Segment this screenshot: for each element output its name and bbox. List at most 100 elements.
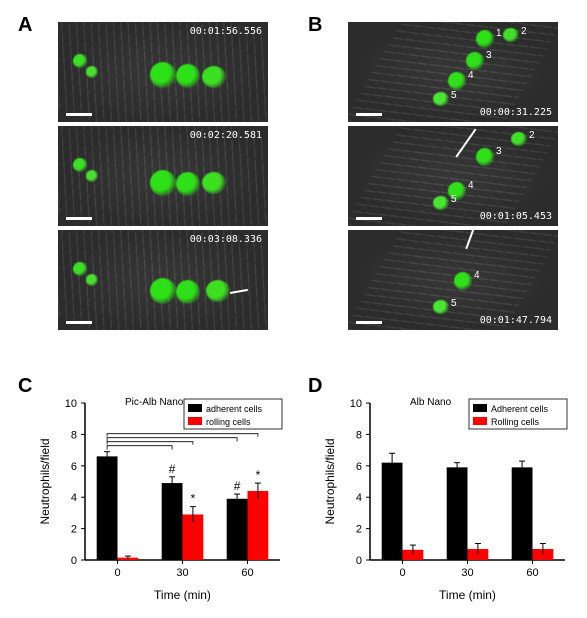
fluorescent-cell	[476, 30, 494, 48]
y-axis-label: Neutrophils/field	[38, 438, 52, 524]
scalebar	[66, 113, 92, 116]
legend-swatch	[473, 404, 487, 412]
fluorescent-cell	[150, 278, 176, 304]
legend-swatch	[188, 417, 202, 425]
sig-marker: #	[234, 479, 241, 493]
y-tick-label: 0	[356, 555, 362, 567]
panel-label-c: C	[18, 375, 32, 398]
fluorescent-cell	[176, 280, 200, 304]
y-tick-label: 10	[65, 398, 77, 410]
fluorescent-cell	[73, 158, 87, 172]
timestamp-label: 00:02:20.581	[190, 130, 262, 141]
y-tick-label: 2	[71, 524, 77, 536]
micrograph-frame: 00:03:08.336	[58, 230, 268, 330]
y-tick-label: 8	[71, 429, 77, 441]
timestamp-label: 00:03:08.336	[190, 234, 262, 245]
y-tick-label: 0	[71, 555, 77, 567]
timestamp-label: 00:01:56.556	[190, 26, 262, 37]
micrograph-column-b: 00:00:31.22512345 00:01:05.4532345 00:01…	[348, 22, 558, 330]
micrograph-frame: 00:01:47.79445	[348, 230, 558, 330]
x-axis-label: Time (min)	[439, 588, 496, 602]
bar	[227, 499, 248, 560]
fluorescent-cell	[176, 64, 200, 88]
fluorescent-cell	[176, 172, 200, 196]
bar	[512, 467, 533, 560]
scalebar	[356, 321, 382, 324]
y-tick-label: 8	[356, 429, 362, 441]
chart-title: Pic-Alb Nano	[125, 397, 184, 408]
cell-number-label: 5	[451, 90, 457, 101]
scalebar	[356, 217, 382, 220]
bar	[97, 456, 118, 560]
fluorescent-cell	[73, 262, 87, 276]
y-tick-label: 10	[350, 398, 362, 410]
fluorescent-cell	[202, 66, 226, 88]
chart-d: 0 2 4 6 8 10 Alb Nano 0 30 60 Neutrophils/field Tim…	[320, 385, 575, 605]
fluorescent-cell	[150, 62, 176, 88]
y-tick-label: 2	[356, 524, 362, 536]
y-tick-label: 4	[71, 492, 77, 504]
fluorescent-cell	[150, 170, 176, 196]
fluorescent-cell	[86, 170, 98, 182]
x-tick-label: 60	[241, 567, 253, 579]
fluorescent-cell	[454, 272, 472, 290]
sig-marker: *	[191, 492, 196, 506]
micrograph-column-a: 00:01:56.556 00:02:20.581 00:03:08.336	[58, 22, 268, 330]
cell-number-label: 5	[451, 194, 457, 205]
fluorescent-cell	[433, 300, 449, 314]
panel-label-b: B	[308, 14, 322, 37]
fluorescent-cell	[433, 92, 449, 106]
bar	[447, 467, 468, 560]
micrograph-frame: 00:01:56.556	[58, 22, 268, 122]
legend-label: rolling cells	[206, 417, 251, 427]
timestamp-label: 00:01:05.453	[480, 211, 552, 222]
scalebar	[356, 113, 382, 116]
fluorescent-cell	[86, 274, 98, 286]
bar	[162, 483, 183, 560]
timestamp-label: 00:00:31.225	[480, 107, 552, 118]
legend-swatch	[188, 404, 202, 412]
cell-number-label: 4	[468, 70, 474, 81]
legend-label: adherent cells	[206, 404, 263, 414]
fluorescent-cell	[476, 148, 494, 166]
x-tick-label: 0	[399, 567, 405, 579]
y-axis-label: Neutrophils/field	[323, 438, 337, 524]
x-tick-label: 30	[176, 567, 188, 579]
bar	[382, 463, 403, 560]
micrograph-frame: 00:00:31.22512345	[348, 22, 558, 122]
sig-marker: #	[169, 462, 176, 476]
micrograph-frame: 00:02:20.581	[58, 126, 268, 226]
legend-label: Adherent cells	[491, 404, 549, 414]
fluorescent-cell	[433, 196, 449, 210]
fluorescent-cell	[206, 280, 230, 302]
fluorescent-cell	[73, 54, 87, 68]
fluorescent-cell	[511, 132, 527, 146]
x-axis-label: Time (min)	[154, 588, 211, 602]
fluorescent-cell	[466, 52, 484, 70]
x-tick-label: 60	[526, 567, 538, 579]
fluorescent-cell	[86, 66, 98, 78]
cell-number-label: 2	[521, 26, 527, 37]
chart-title: Alb Nano	[410, 397, 452, 408]
y-tick-label: 6	[71, 461, 77, 473]
cell-number-label: 3	[486, 50, 492, 61]
legend-label: Rolling cells	[491, 417, 540, 427]
scalebar	[66, 321, 92, 324]
bar	[248, 491, 269, 560]
x-tick-label: 30	[461, 567, 473, 579]
micrograph-frame: 00:01:05.4532345	[348, 126, 558, 226]
fluorescent-cell	[202, 172, 226, 194]
y-tick-label: 4	[356, 492, 362, 504]
cell-number-label: 5	[451, 298, 457, 309]
legend-swatch	[473, 417, 487, 425]
cell-number-label: 4	[468, 180, 474, 191]
scalebar	[66, 217, 92, 220]
fluorescent-cell	[503, 28, 519, 42]
sig-marker: *	[256, 468, 261, 482]
x-tick-label: 0	[114, 567, 120, 579]
cell-number-label: 2	[529, 130, 535, 141]
fluorescent-cell	[448, 72, 466, 90]
panel-label-a: A	[18, 14, 32, 37]
y-tick-label: 6	[356, 461, 362, 473]
chart-c: 0 2 4 6 8 10 Pic-Alb Nano 0 # * 30 # * 60 Neutrophils/…	[35, 385, 290, 605]
